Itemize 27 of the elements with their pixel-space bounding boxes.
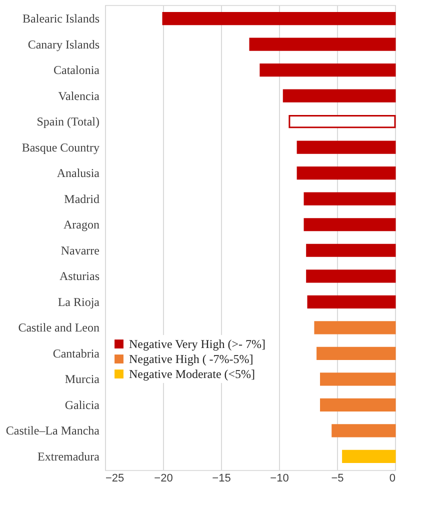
legend-label: Negative High ( -7%-5%] [129,352,254,366]
y-tick-label: Spain (Total) [36,114,100,129]
y-tick-label: Murcia [64,372,100,386]
y-tick-label: Madrid [64,192,100,206]
y-tick-label: Basque Country [22,140,100,154]
y-tick-label: Cantabria [52,346,100,360]
legend-label: Negative Moderate (<5%] [129,367,256,381]
y-tick-label: Aragon [64,218,100,232]
legend-label: Negative Very High (>- 7%] [129,337,266,351]
y-tick-label: Valencia [58,88,100,103]
y-tick-label: Navarre [60,243,100,258]
y-tick-label: Extremadura [38,449,100,464]
y-tick-label: Asturias [60,269,100,284]
y-tick-label: Analusia [56,166,100,180]
y-tick-label: Canary Islands [28,37,100,52]
y-tick-label: Galicia [64,398,100,412]
x-tick-label: −5 [331,472,344,484]
x-tick-label: 0 [389,472,396,484]
x-tick-label: −15 [212,472,231,484]
x-tick-label: −20 [154,472,173,484]
y-tick-label: Castile–La Mancha [6,424,100,438]
y-tick-label: Balearic Islands [22,12,100,26]
y-tick-label: Castile and Leon [18,320,100,335]
x-tick-label: −25 [106,472,124,484]
x-tick-label: −10 [270,472,289,484]
y-tick-label: Catalonia [54,63,100,78]
y-tick-label: La Rioja [58,294,100,309]
